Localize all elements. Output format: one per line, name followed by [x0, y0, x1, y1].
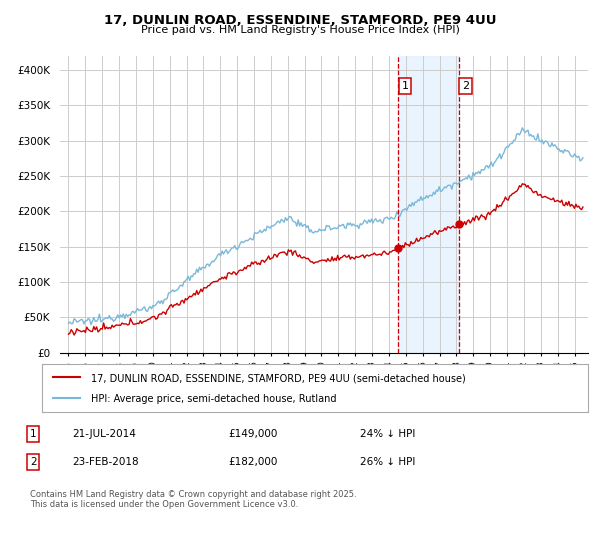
- Text: 21-JUL-2014: 21-JUL-2014: [72, 429, 136, 439]
- Text: £149,000: £149,000: [228, 429, 277, 439]
- Text: 23-FEB-2018: 23-FEB-2018: [72, 457, 139, 467]
- Text: 2: 2: [30, 457, 37, 467]
- Text: 17, DUNLIN ROAD, ESSENDINE, STAMFORD, PE9 4UU: 17, DUNLIN ROAD, ESSENDINE, STAMFORD, PE…: [104, 14, 496, 27]
- Text: 2: 2: [462, 81, 469, 91]
- Text: Contains HM Land Registry data © Crown copyright and database right 2025.
This d: Contains HM Land Registry data © Crown c…: [30, 490, 356, 510]
- Text: 26% ↓ HPI: 26% ↓ HPI: [360, 457, 415, 467]
- Text: 17, DUNLIN ROAD, ESSENDINE, STAMFORD, PE9 4UU (semi-detached house): 17, DUNLIN ROAD, ESSENDINE, STAMFORD, PE…: [91, 374, 466, 383]
- Bar: [398, 56, 459, 353]
- Text: 1: 1: [401, 81, 409, 91]
- Text: £182,000: £182,000: [228, 457, 277, 467]
- Text: 24% ↓ HPI: 24% ↓ HPI: [360, 429, 415, 439]
- Text: Price paid vs. HM Land Registry's House Price Index (HPI): Price paid vs. HM Land Registry's House …: [140, 25, 460, 35]
- Text: HPI: Average price, semi-detached house, Rutland: HPI: Average price, semi-detached house,…: [91, 394, 337, 404]
- Text: 1: 1: [30, 429, 37, 439]
